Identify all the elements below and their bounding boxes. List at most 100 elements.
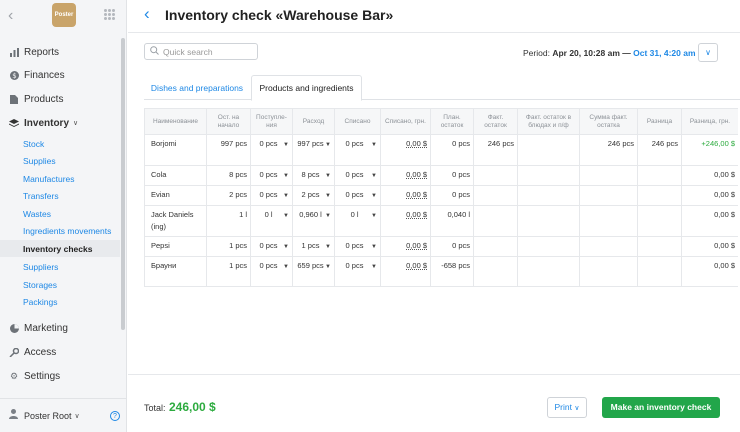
- caret-down-icon[interactable]: ▼: [325, 142, 331, 148]
- column-header[interactable]: Ост. на начало: [206, 108, 251, 135]
- table-row[interactable]: Cola 8 pcs 0 pcs ▼ 8 pcs ▼ 0 pcs ▼ 0,00 $0 pcs 0,…: [144, 165, 738, 186]
- cell-income-select[interactable]: 0 l ▼: [250, 205, 293, 237]
- cell-actual-balance-input[interactable]: [473, 185, 518, 206]
- caret-down-icon[interactable]: ▼: [371, 264, 377, 270]
- caret-down-icon[interactable]: ▼: [283, 193, 289, 199]
- cell-value: 2 pcs: [301, 190, 320, 199]
- column-header[interactable]: Разница: [637, 108, 682, 135]
- sidebar-subitem-suppliers[interactable]: Suppliers: [23, 261, 59, 272]
- period-to[interactable]: Oct 31, 4:20 am: [633, 48, 696, 58]
- sidebar-subitem-manufactures[interactable]: Manufactures: [23, 173, 75, 184]
- sidebar-subitem-inventory-checks[interactable]: Inventory checks: [0, 240, 120, 257]
- column-header[interactable]: Сумма факт. остатка: [579, 108, 638, 135]
- make-inventory-check-button[interactable]: Make an inventory check: [602, 397, 720, 418]
- cell-written-off-select[interactable]: 0 pcs ▼: [334, 256, 381, 287]
- brand-logo[interactable]: Poster: [52, 3, 76, 27]
- caret-down-icon[interactable]: ▼: [325, 193, 331, 199]
- cell-actual-balance-input[interactable]: [473, 256, 518, 287]
- user-menu[interactable]: Poster Root ∨ ?: [0, 398, 127, 432]
- sidebar-subitem-supplies[interactable]: Supplies: [23, 155, 56, 166]
- sidebar-item-reports[interactable]: Reports: [0, 42, 120, 62]
- cell-income-select[interactable]: 0 pcs ▼: [250, 134, 293, 166]
- chevron-left-icon[interactable]: ‹: [8, 7, 14, 24]
- cell-actual-balance-input[interactable]: [473, 236, 518, 257]
- table-row[interactable]: Evian 2 pcs 0 pcs ▼ 2 pcs ▼ 0 pcs ▼ 0,00 $0 pcs 0…: [144, 185, 738, 206]
- column-header[interactable]: Факт. остаток: [473, 108, 518, 135]
- apps-grid-icon[interactable]: [104, 9, 115, 20]
- cell-written-off-select[interactable]: 0 pcs ▼: [334, 165, 381, 186]
- column-header[interactable]: Поступле-ния: [250, 108, 293, 135]
- cell-expense-select[interactable]: 1 pcs ▼: [292, 236, 335, 257]
- caret-down-icon[interactable]: ▼: [283, 244, 289, 250]
- caret-down-icon[interactable]: ▼: [371, 173, 377, 179]
- sidebar-subitem-transfers[interactable]: Transfers: [23, 190, 59, 201]
- cell-planned-balance: -658 pcs: [430, 256, 474, 287]
- sidebar-subitem-packings[interactable]: Packings: [23, 296, 58, 307]
- period-selector[interactable]: Period: Apr 20, 10:28 am — Oct 31, 4:20 …: [523, 48, 696, 58]
- period-dropdown-button[interactable]: ∨: [698, 43, 718, 62]
- cell-actual-balance-input[interactable]: [473, 165, 518, 186]
- sidebar-subitem-stock[interactable]: Stock: [23, 138, 45, 149]
- column-header[interactable]: План. остаток: [430, 108, 474, 135]
- cell-income-select[interactable]: 0 pcs ▼: [250, 256, 293, 287]
- caret-down-icon[interactable]: ▼: [283, 142, 289, 148]
- caret-down-icon[interactable]: ▼: [371, 193, 377, 199]
- caret-down-icon[interactable]: ▼: [283, 213, 289, 219]
- cell-written-off-select[interactable]: 0 pcs ▼: [334, 236, 381, 257]
- column-header[interactable]: Разница, грн.: [681, 108, 738, 135]
- column-header[interactable]: Наименование: [144, 108, 207, 135]
- cell-income-select[interactable]: 0 pcs ▼: [250, 185, 293, 206]
- caret-down-icon[interactable]: ▼: [325, 173, 331, 179]
- sidebar-subitem-ingredients-movements[interactable]: Ingredients movements: [23, 225, 112, 236]
- back-arrow-icon[interactable]: ‹: [144, 4, 150, 23]
- sidebar-subitem-storages[interactable]: Storages: [23, 279, 58, 290]
- caret-down-icon[interactable]: ▼: [325, 264, 331, 270]
- caret-down-icon[interactable]: ▼: [283, 264, 289, 270]
- table-row[interactable]: Брауни 1 pcs 0 pcs ▼ 659 pcs ▼ 0 pcs ▼ 0,00 $ -65…: [144, 256, 738, 287]
- help-icon[interactable]: ?: [110, 411, 120, 421]
- tab-products-and-ingredients[interactable]: Products and ingredients: [251, 75, 362, 101]
- caret-down-icon[interactable]: ▼: [371, 244, 377, 250]
- cell-actual-balance-input[interactable]: 246 pcs: [473, 134, 518, 166]
- caret-down-icon[interactable]: ▼: [371, 213, 377, 219]
- sidebar-scrollbar[interactable]: [121, 38, 125, 330]
- cell-expense-select[interactable]: 2 pcs ▼: [292, 185, 335, 206]
- search-input[interactable]: Quick search: [144, 43, 258, 60]
- caret-down-icon[interactable]: ▼: [325, 244, 331, 250]
- cell-name: Evian: [144, 185, 207, 206]
- sidebar-item-finances[interactable]: $ Finances: [0, 65, 120, 85]
- sidebar-subitem-wastes[interactable]: Wastes: [23, 208, 52, 219]
- cell-income-select[interactable]: 0 pcs ▼: [250, 236, 293, 257]
- cell-written-off-amount: 0,00 $: [380, 236, 431, 257]
- cell-expense-select[interactable]: 0,960 l ▼: [292, 205, 335, 237]
- column-header[interactable]: Расход: [292, 108, 335, 135]
- caret-down-icon[interactable]: ▼: [283, 173, 289, 179]
- cell-expense-select[interactable]: 8 pcs ▼: [292, 165, 335, 186]
- column-header[interactable]: Списано: [334, 108, 381, 135]
- period-dash: —: [622, 48, 631, 58]
- table-row[interactable]: Borjomi 997 pcs 0 pcs ▼ 997 pcs ▼ 0 pcs ▼ 0,00 $…: [144, 134, 738, 166]
- cell-written-off-select[interactable]: 0 pcs ▼: [334, 134, 381, 166]
- sidebar-item-inventory[interactable]: Inventory ∨: [0, 113, 120, 133]
- sidebar-item-products[interactable]: Products: [0, 89, 120, 109]
- sidebar-item-label: Finances: [24, 69, 65, 81]
- cell-expense-select[interactable]: 659 pcs ▼: [292, 256, 335, 287]
- cell-income-select[interactable]: 0 pcs ▼: [250, 165, 293, 186]
- sidebar-item-settings[interactable]: ⚙ Settings: [0, 366, 120, 386]
- sidebar-item-access[interactable]: Access: [0, 342, 120, 362]
- cell-actual-sum: 246 pcs: [579, 134, 638, 166]
- cell-expense-select[interactable]: 997 pcs ▼: [292, 134, 335, 166]
- cell-written-off-select[interactable]: 0 l ▼: [334, 205, 381, 237]
- column-header[interactable]: Списано, грн.: [380, 108, 431, 135]
- caret-down-icon[interactable]: ▼: [325, 213, 331, 219]
- cell-written-off-select[interactable]: 0 pcs ▼: [334, 185, 381, 206]
- column-header[interactable]: Факт. остаток в блюдах и п/ф: [517, 108, 580, 135]
- tab-dishes-and-preparations[interactable]: Dishes and preparations: [150, 82, 244, 93]
- print-button[interactable]: Print ∨: [547, 397, 587, 418]
- cell-actual-balance-input[interactable]: [473, 205, 518, 237]
- table-row[interactable]: Pepsi 1 pcs 0 pcs ▼ 1 pcs ▼ 0 pcs ▼ 0,00 $0 pcs 0…: [144, 236, 738, 257]
- sidebar-item-marketing[interactable]: Marketing: [0, 318, 120, 338]
- caret-down-icon[interactable]: ▼: [371, 142, 377, 148]
- chevron-down-icon: ∨: [73, 120, 79, 127]
